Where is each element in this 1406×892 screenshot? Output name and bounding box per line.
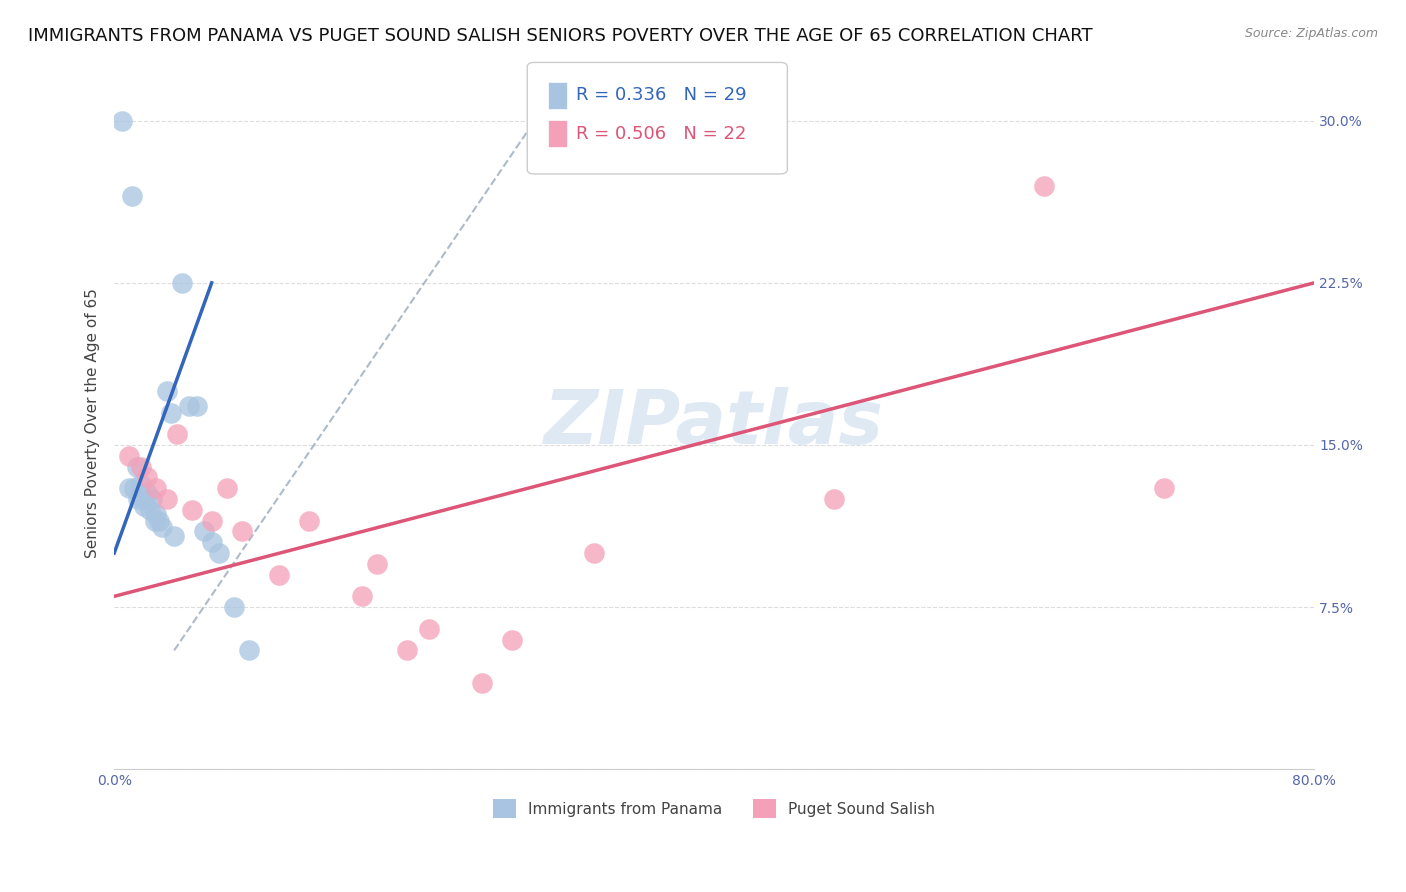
Point	[179, 399, 201, 413]
Point	[166, 427, 188, 442]
Text: R = 0.506   N = 22: R = 0.506 N = 22	[576, 125, 747, 143]
Text: ZIPatlas: ZIPatlas	[544, 387, 884, 460]
Point	[135, 491, 157, 506]
Point	[134, 499, 156, 513]
Point	[160, 406, 183, 420]
Point	[231, 524, 253, 539]
Point	[583, 546, 606, 560]
Point	[145, 507, 167, 521]
Point	[201, 535, 224, 549]
Point	[150, 520, 173, 534]
Point	[501, 632, 523, 647]
Point	[145, 481, 167, 495]
Text: R = 0.336   N = 29: R = 0.336 N = 29	[576, 87, 747, 104]
Point	[139, 503, 162, 517]
Point	[215, 481, 238, 495]
Point	[201, 514, 224, 528]
Text: Source: ZipAtlas.com: Source: ZipAtlas.com	[1244, 27, 1378, 40]
Point	[148, 514, 170, 528]
Point	[121, 189, 143, 203]
Point	[238, 643, 260, 657]
Point	[118, 481, 141, 495]
Point	[129, 459, 152, 474]
Point	[269, 567, 291, 582]
Point	[127, 491, 149, 506]
Point	[163, 529, 186, 543]
Point	[118, 449, 141, 463]
Point	[186, 399, 208, 413]
Point	[350, 590, 373, 604]
Point	[1153, 481, 1175, 495]
Point	[131, 491, 153, 506]
Point	[143, 514, 166, 528]
Point	[156, 384, 179, 398]
Point	[823, 491, 845, 506]
Point	[366, 557, 388, 571]
Point	[156, 491, 179, 506]
Y-axis label: Seniors Poverty Over the Age of 65: Seniors Poverty Over the Age of 65	[86, 288, 100, 558]
Point	[418, 622, 440, 636]
Point	[136, 485, 159, 500]
Point	[1033, 178, 1056, 193]
Point	[111, 113, 134, 128]
Point	[471, 675, 494, 690]
Point	[181, 503, 204, 517]
Point	[128, 485, 150, 500]
Point	[395, 643, 418, 657]
Point	[224, 600, 246, 615]
Text: IMMIGRANTS FROM PANAMA VS PUGET SOUND SALISH SENIORS POVERTY OVER THE AGE OF 65 : IMMIGRANTS FROM PANAMA VS PUGET SOUND SA…	[28, 27, 1092, 45]
Point	[125, 459, 148, 474]
Point	[208, 546, 231, 560]
Point	[136, 470, 159, 484]
Point	[170, 276, 193, 290]
Point	[122, 481, 145, 495]
Legend: Immigrants from Panama, Puget Sound Salish: Immigrants from Panama, Puget Sound Sali…	[486, 793, 942, 824]
Point	[141, 491, 163, 506]
Point	[298, 514, 321, 528]
Point	[129, 476, 152, 491]
Point	[193, 524, 215, 539]
